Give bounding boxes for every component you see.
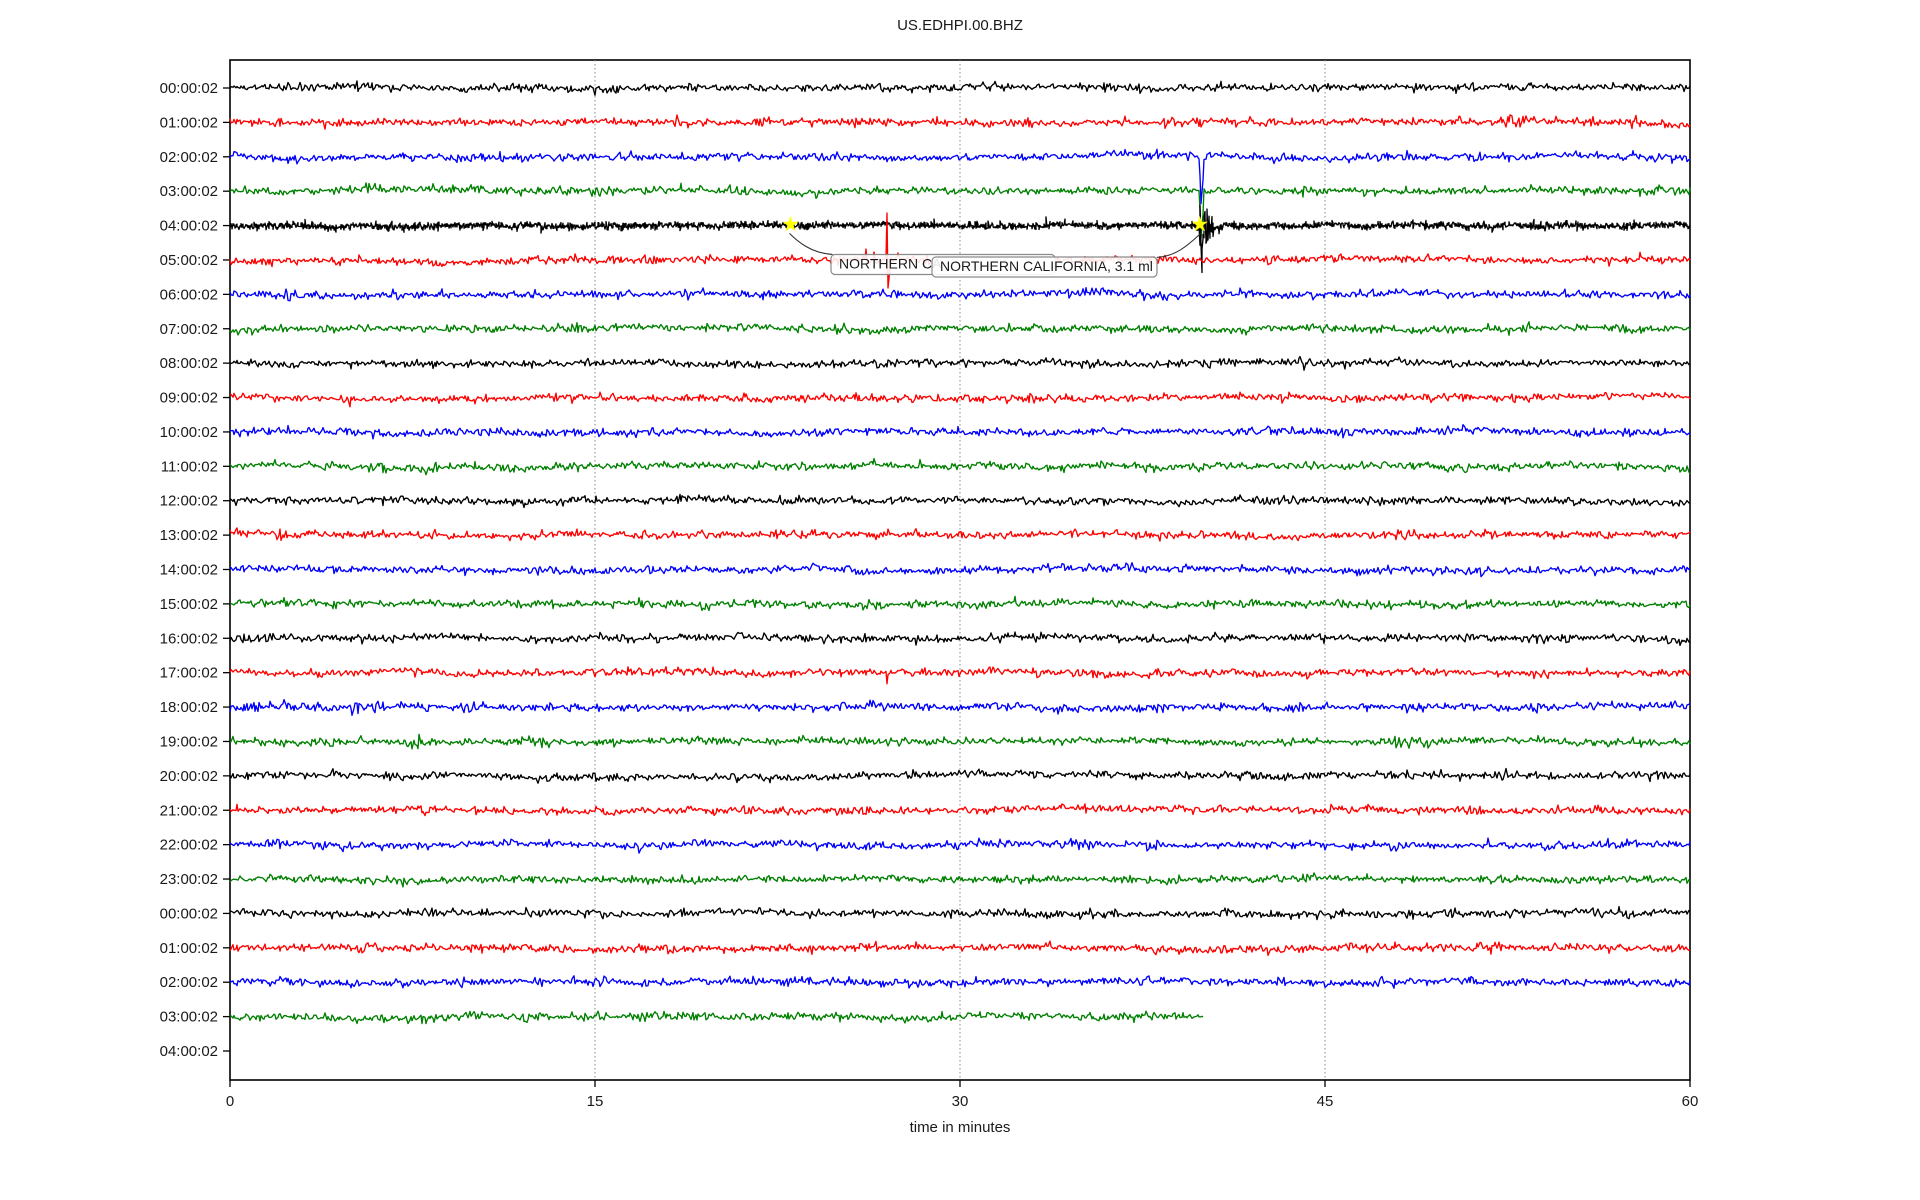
svg-text:22:00:02: 22:00:02: [160, 837, 218, 854]
svg-text:30: 30: [952, 1093, 969, 1110]
svg-text:12:00:02: 12:00:02: [160, 493, 218, 510]
svg-text:11:00:02: 11:00:02: [161, 458, 218, 475]
svg-text:09:00:02: 09:00:02: [160, 390, 218, 407]
svg-text:15:00:02: 15:00:02: [160, 596, 218, 613]
svg-text:03:00:02: 03:00:02: [160, 1009, 218, 1026]
svg-text:10:00:02: 10:00:02: [160, 424, 218, 441]
svg-text:06:00:02: 06:00:02: [160, 286, 218, 303]
svg-text:02:00:02: 02:00:02: [160, 974, 218, 991]
svg-text:04:00:02: 04:00:02: [160, 218, 218, 235]
svg-text:00:00:02: 00:00:02: [160, 80, 218, 97]
svg-text:21:00:02: 21:00:02: [160, 802, 218, 819]
svg-text:NORTHERN CALIFORNIA, 3.1 ml: NORTHERN CALIFORNIA, 3.1 ml: [940, 258, 1153, 274]
svg-text:04:00:02: 04:00:02: [160, 1043, 218, 1060]
svg-text:08:00:02: 08:00:02: [160, 355, 218, 372]
svg-text:16:00:02: 16:00:02: [160, 630, 218, 647]
svg-text:17:00:02: 17:00:02: [160, 665, 218, 682]
svg-text:20:00:02: 20:00:02: [160, 768, 218, 785]
svg-text:14:00:02: 14:00:02: [160, 562, 218, 579]
svg-text:03:00:02: 03:00:02: [160, 183, 218, 200]
svg-text:01:00:02: 01:00:02: [160, 114, 218, 131]
svg-text:02:00:02: 02:00:02: [160, 149, 218, 166]
svg-text:19:00:02: 19:00:02: [160, 733, 218, 750]
svg-text:13:00:02: 13:00:02: [160, 527, 218, 544]
svg-text:time in minutes: time in minutes: [910, 1119, 1011, 1136]
svg-text:15: 15: [587, 1093, 604, 1110]
svg-text:05:00:02: 05:00:02: [160, 252, 218, 269]
svg-text:23:00:02: 23:00:02: [160, 871, 218, 888]
svg-text:01:00:02: 01:00:02: [160, 940, 218, 957]
svg-text:18:00:02: 18:00:02: [160, 699, 218, 716]
svg-text:07:00:02: 07:00:02: [160, 321, 218, 338]
svg-text:NORTHERN CA: NORTHERN CA: [839, 256, 942, 272]
svg-text:45: 45: [1317, 1093, 1334, 1110]
svg-text:00:00:02: 00:00:02: [160, 905, 218, 922]
svg-text:0: 0: [226, 1093, 234, 1110]
svg-text:60: 60: [1682, 1093, 1699, 1110]
